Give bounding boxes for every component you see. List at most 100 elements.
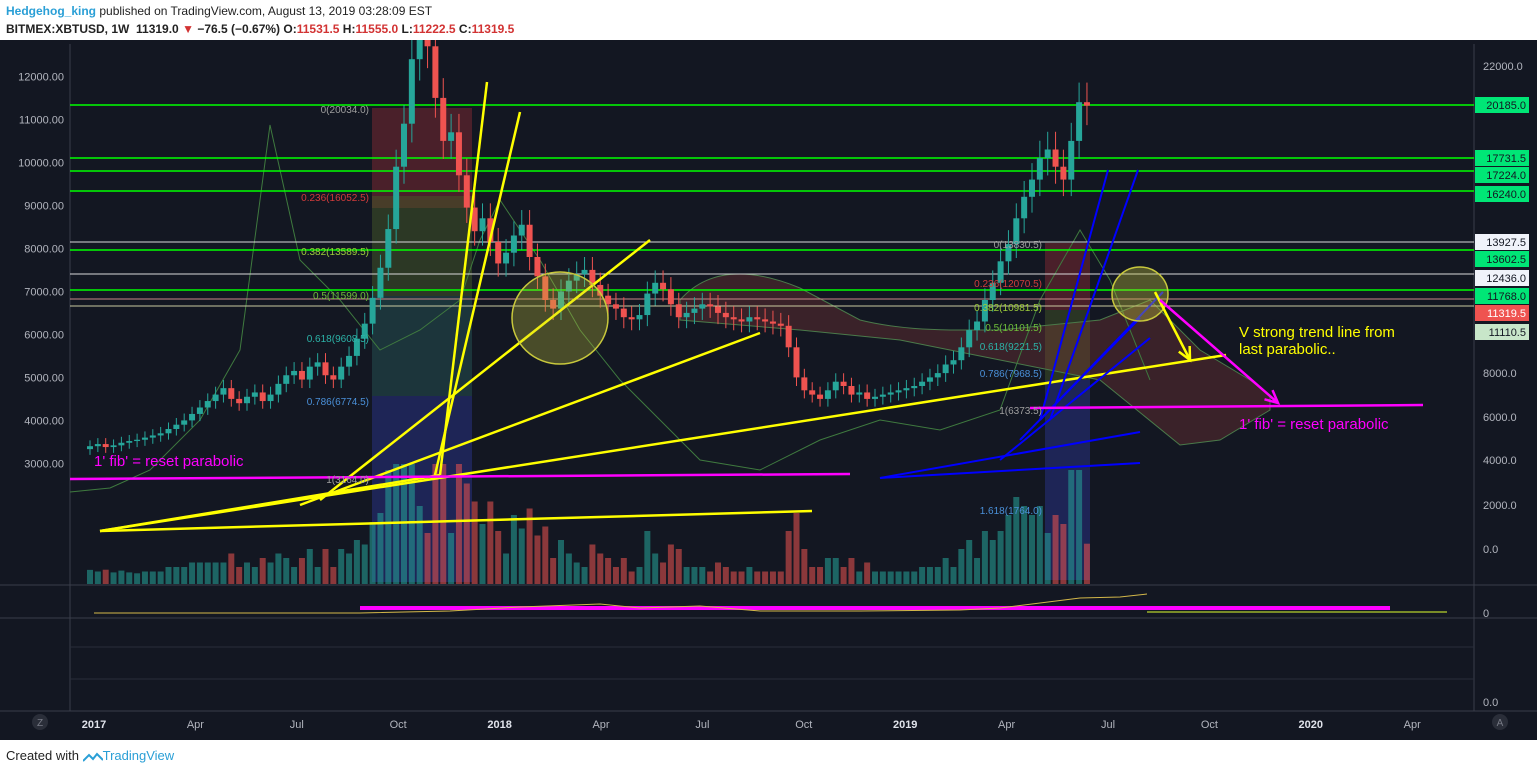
candle-body xyxy=(707,304,714,307)
yellow-trendline xyxy=(438,81,489,476)
left-axis-tick: 5000.00 xyxy=(24,372,64,384)
candle-body xyxy=(110,445,117,448)
volume-bar xyxy=(675,549,682,584)
candle-body xyxy=(730,317,737,320)
volume-bar xyxy=(314,567,321,584)
author-name[interactable]: Hedgehog_king xyxy=(6,4,97,18)
fib-label-2017: 0.618(9608.5) xyxy=(307,334,369,345)
volume-bar xyxy=(432,464,439,584)
price-tag-box xyxy=(1475,97,1529,113)
candle-body xyxy=(550,300,557,309)
volume-bar xyxy=(762,571,769,584)
volume-bar xyxy=(1052,515,1059,584)
candle-body xyxy=(495,241,502,264)
volume-bar xyxy=(510,515,517,584)
candle-body xyxy=(408,59,415,124)
volume-bar xyxy=(605,558,612,584)
volume-bar xyxy=(251,567,258,584)
magenta-reset-line xyxy=(69,472,851,481)
volume-bar xyxy=(1029,515,1035,584)
x-axis-tick: Oct xyxy=(795,719,812,731)
right-axis-tick: 8000.0 xyxy=(1483,368,1517,380)
volume-bar xyxy=(911,571,918,584)
candle-body xyxy=(346,355,353,367)
volume-bar xyxy=(141,571,148,584)
volume-bar xyxy=(503,553,510,584)
volume-bar xyxy=(393,464,400,584)
candle-body xyxy=(542,276,549,300)
fib-label-2019: 0.786(7968.5) xyxy=(980,369,1042,380)
volume-bar xyxy=(322,549,329,584)
volume-bar xyxy=(126,572,133,584)
volume-bar xyxy=(134,573,141,584)
yellow-trendline xyxy=(99,473,441,533)
candle-body xyxy=(196,407,203,414)
cloud-shape xyxy=(679,273,1271,446)
price-tag-label: 17731.5 xyxy=(1486,153,1526,165)
volume-bar xyxy=(204,562,211,584)
indicator-axis-tick: 0 xyxy=(1483,608,1489,620)
volume-bar xyxy=(291,567,298,584)
x-axis-tick: Jul xyxy=(695,719,709,731)
candle-body xyxy=(189,413,196,421)
volume-bar xyxy=(832,558,839,584)
candle-body xyxy=(769,321,776,324)
price-tag-label: 17224.0 xyxy=(1486,170,1526,182)
candle-body xyxy=(471,207,478,232)
candle-body xyxy=(102,444,109,448)
price-chart[interactable]: 0(20034.0) 0.236(16052.5) 0.382(13589.5) 0.… xyxy=(0,40,1537,740)
volume-bar xyxy=(565,553,572,584)
annotation-text: 1' fib' = reset parabolic xyxy=(1239,416,1389,433)
price-tag-box xyxy=(1475,288,1529,304)
right-axis-tick: 22000.0 xyxy=(1483,61,1523,73)
candle-body xyxy=(667,289,674,305)
price-tag-box xyxy=(1475,324,1529,340)
fib-label-2019: 1.618(1764.0) xyxy=(980,506,1042,517)
volume-bar xyxy=(236,567,243,584)
price-tag-box xyxy=(1475,150,1529,166)
candle-body xyxy=(746,317,753,322)
fib-label-2019: 1(6373.5) xyxy=(999,406,1042,417)
blue-trendline xyxy=(999,337,1151,461)
fib-label-2017: 0(20034.0) xyxy=(321,105,369,116)
volume-bar xyxy=(440,464,447,584)
candle-body xyxy=(675,304,682,318)
footer: Created with TradingView xyxy=(6,748,174,763)
volume-bar xyxy=(903,571,910,584)
x-axis-tick: Jul xyxy=(1101,719,1115,731)
candle-body xyxy=(149,435,156,438)
candle-body xyxy=(809,390,816,395)
candle-body xyxy=(173,424,180,429)
yellow-trendline xyxy=(99,509,813,533)
volume-bar xyxy=(346,553,353,584)
volume-bar xyxy=(730,571,737,584)
drawings xyxy=(69,81,1447,614)
volume-bar xyxy=(942,558,949,584)
candle-body xyxy=(134,439,141,442)
candle-body xyxy=(691,308,698,313)
price-tag-label: 16240.0 xyxy=(1486,189,1526,201)
volume-bar xyxy=(597,553,604,584)
candle-body xyxy=(157,433,164,436)
volume-bar xyxy=(1036,506,1043,584)
candle-body xyxy=(958,347,965,361)
candle-body xyxy=(573,274,580,281)
x-axis-tick: Jul xyxy=(290,719,304,731)
volume-bar xyxy=(777,571,784,584)
left-axis-tick: 12000.00 xyxy=(18,71,64,83)
candle-body xyxy=(636,315,643,320)
candle-body xyxy=(503,252,510,264)
volume-bar xyxy=(879,571,886,584)
down-triangle-icon: ▼ xyxy=(182,22,194,36)
candle-body xyxy=(306,366,313,380)
x-axis-tick: Apr xyxy=(1404,719,1421,731)
volume-bar xyxy=(573,562,580,584)
volume-bar xyxy=(463,483,470,584)
candle-body xyxy=(251,392,258,397)
volume-bar xyxy=(989,540,996,584)
high-label: H: xyxy=(342,22,356,36)
fib-zone xyxy=(1045,380,1090,580)
volume-bars xyxy=(87,464,1090,584)
blue-trendline xyxy=(879,431,1141,479)
tradingview-brand[interactable]: TradingView xyxy=(102,748,175,763)
